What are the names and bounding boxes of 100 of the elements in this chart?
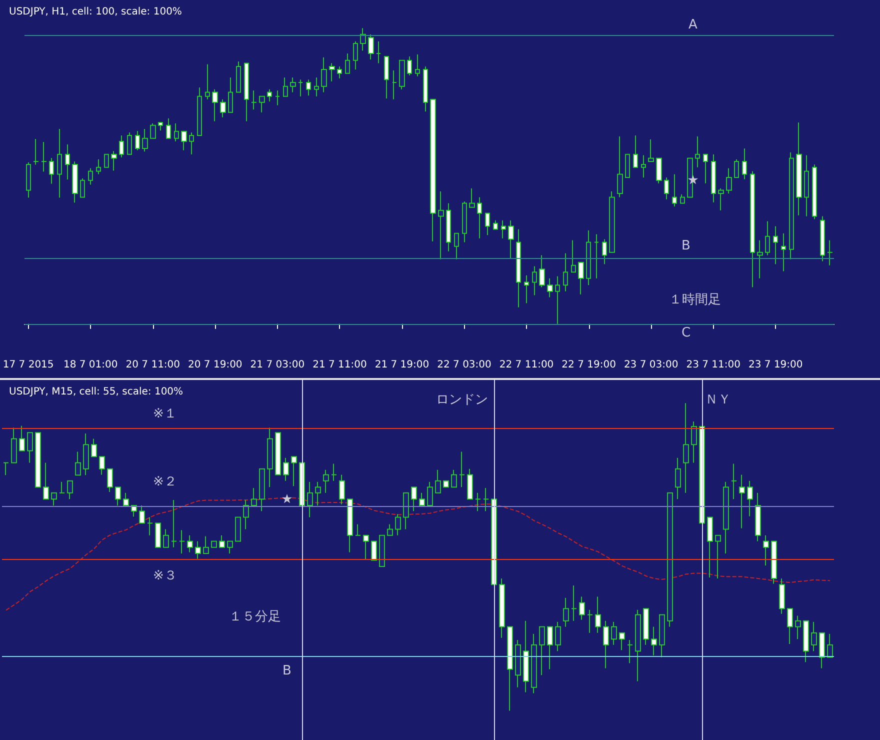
candlestick bbox=[150, 122, 156, 139]
candlestick bbox=[695, 136, 700, 168]
candlestick bbox=[430, 98, 436, 242]
candlestick bbox=[757, 240, 763, 279]
candlestick bbox=[532, 266, 537, 296]
candlestick bbox=[211, 540, 217, 548]
candlestick bbox=[683, 402, 689, 494]
candlestick bbox=[594, 234, 599, 279]
candlestick bbox=[104, 154, 109, 168]
candlestick bbox=[547, 278, 553, 298]
candlestick bbox=[739, 474, 745, 529]
candlestick bbox=[298, 79, 303, 97]
candlestick bbox=[283, 457, 289, 482]
candlestick bbox=[419, 492, 425, 506]
ref-line-label: A bbox=[688, 18, 698, 33]
candlestick bbox=[323, 469, 329, 494]
candlestick bbox=[111, 150, 117, 172]
candlestick bbox=[680, 194, 685, 204]
candlestick bbox=[781, 232, 786, 272]
x-tick-label: 18 7 01:00 bbox=[63, 360, 118, 370]
candlestick bbox=[462, 200, 467, 243]
candlestick bbox=[707, 516, 713, 578]
candlestick bbox=[49, 157, 54, 184]
candlestick bbox=[469, 188, 475, 208]
candlestick bbox=[675, 457, 681, 500]
candlestick bbox=[65, 144, 70, 180]
candlestick bbox=[407, 56, 412, 76]
candlestick bbox=[656, 158, 662, 184]
candlestick bbox=[399, 60, 405, 90]
candlestick bbox=[259, 96, 265, 113]
candlestick bbox=[459, 451, 465, 488]
candlestick bbox=[555, 276, 560, 324]
candlestick bbox=[395, 514, 401, 536]
candlestick bbox=[59, 481, 65, 494]
candlestick bbox=[531, 633, 537, 694]
candlestick bbox=[329, 62, 335, 82]
candlestick bbox=[687, 158, 693, 198]
x-tick-label: 22 7 11:00 bbox=[499, 360, 554, 370]
candlestick bbox=[67, 480, 73, 500]
candlestick bbox=[651, 626, 657, 656]
x-tick-label: 20 7 19:00 bbox=[188, 360, 242, 370]
candlestick bbox=[376, 40, 381, 64]
ref-line-label: ※３ bbox=[153, 568, 177, 584]
candlestick bbox=[711, 154, 716, 203]
candlestick bbox=[197, 87, 202, 136]
x-tick-label: 23 7 19:00 bbox=[748, 360, 803, 370]
candlestick bbox=[96, 158, 101, 175]
candlestick bbox=[368, 34, 374, 60]
chart-title: USDJPY, M15, cell: 55, scale: 100% bbox=[9, 386, 184, 398]
candlestick bbox=[765, 220, 770, 256]
candlestick bbox=[259, 468, 265, 512]
candlestick bbox=[379, 534, 385, 567]
candlestick bbox=[244, 62, 249, 122]
candlestick bbox=[26, 162, 31, 198]
candlestick bbox=[423, 66, 428, 112]
candlestick bbox=[290, 77, 296, 93]
annotation: １５分足 bbox=[229, 610, 281, 624]
candlestick bbox=[355, 524, 361, 536]
candlestick bbox=[171, 500, 177, 548]
annotation: ＮＹ bbox=[705, 392, 731, 408]
candlestick bbox=[72, 161, 78, 204]
candlestick bbox=[119, 134, 124, 158]
candlestick bbox=[625, 154, 630, 178]
candlestick bbox=[811, 621, 817, 652]
candlestick bbox=[135, 130, 140, 151]
candlestick bbox=[107, 468, 113, 492]
ref-line-label: ※２ bbox=[153, 474, 177, 490]
candlestick bbox=[483, 488, 489, 512]
candlestick bbox=[337, 66, 342, 79]
candlestick bbox=[726, 168, 732, 194]
candlestick bbox=[195, 540, 201, 560]
candlestick bbox=[115, 486, 121, 506]
candlestick bbox=[619, 632, 625, 651]
candlestick bbox=[771, 540, 777, 584]
candlestick bbox=[267, 427, 273, 488]
candlestick bbox=[467, 468, 473, 500]
candlestick bbox=[80, 178, 85, 198]
candlestick bbox=[819, 632, 825, 669]
candlestick bbox=[703, 154, 708, 184]
candlestick bbox=[219, 534, 225, 548]
candlestick bbox=[174, 122, 179, 142]
candlestick bbox=[163, 528, 169, 548]
candlestick bbox=[523, 620, 529, 693]
candlestick bbox=[41, 141, 47, 172]
candlestick bbox=[353, 40, 358, 70]
annotation: １時間足 bbox=[669, 292, 721, 308]
x-tick-label: 23 7 11:00 bbox=[686, 360, 740, 370]
candlestick bbox=[609, 190, 615, 253]
candlestick bbox=[779, 578, 785, 614]
candlestick bbox=[578, 262, 584, 295]
candlestick bbox=[43, 462, 49, 500]
candlestick bbox=[345, 53, 350, 74]
candlestick bbox=[51, 492, 57, 506]
candlestick bbox=[571, 240, 576, 273]
candlestick bbox=[715, 534, 721, 579]
candlestick bbox=[158, 122, 163, 131]
candlestick bbox=[166, 118, 171, 139]
candlestick bbox=[139, 505, 145, 524]
candlestick bbox=[427, 481, 433, 506]
candlestick bbox=[83, 433, 89, 476]
